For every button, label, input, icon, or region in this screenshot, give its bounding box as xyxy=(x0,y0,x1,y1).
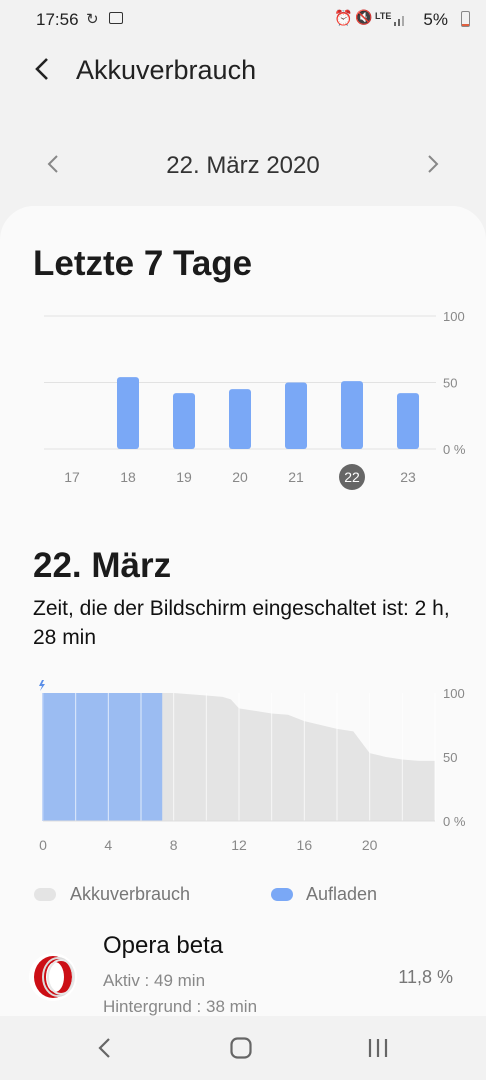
mute-icon: 🔇 xyxy=(355,9,373,25)
legend-charging-swatch xyxy=(271,888,293,901)
recent-apps-nav-icon[interactable] xyxy=(366,1036,390,1060)
bar xyxy=(397,393,419,449)
y-tick-label: 0 % xyxy=(443,814,466,829)
signal-icon xyxy=(394,16,404,26)
app-usage-percent: 11,8 % xyxy=(398,967,453,987)
status-time: 17:56 xyxy=(36,10,79,29)
charging-area xyxy=(43,693,163,821)
bar xyxy=(117,377,139,449)
y-tick-label: 50 xyxy=(443,376,457,391)
chevron-right-icon xyxy=(428,155,439,173)
chevron-left-icon xyxy=(35,58,48,80)
legend-charging: Aufladen xyxy=(271,884,471,908)
x-tick-label: 23 xyxy=(400,469,416,485)
x-tick-label: 4 xyxy=(104,837,112,853)
x-tick-label: 0 xyxy=(39,837,47,853)
legend-usage: Akkuverbrauch xyxy=(34,884,234,908)
opera-beta-app-icon xyxy=(29,953,77,1001)
x-tick-label: 8 xyxy=(170,837,178,853)
x-tick-label: 22 xyxy=(344,469,360,485)
next-day-button[interactable] xyxy=(424,150,444,185)
legend-usage-label: Akkuverbrauch xyxy=(70,884,191,904)
app-background-time: Hintergrund : 38 min xyxy=(103,997,258,1016)
y-tick-label: 100 xyxy=(443,686,465,701)
weekly-title: Letzte 7 Tage xyxy=(33,244,253,283)
legend-charging-label: Aufladen xyxy=(306,884,378,904)
bar xyxy=(173,393,195,449)
back-button[interactable] xyxy=(30,54,56,91)
alarm-icon: ⏰ xyxy=(334,10,353,27)
x-tick-label: 17 xyxy=(64,469,80,485)
status-bar: 17:56 ↻ ⏰ 🔇 LTE 5% xyxy=(0,0,486,40)
y-tick-label: 50 xyxy=(443,750,457,765)
day-title: 22. März xyxy=(33,546,172,585)
date-label: 22. März 2020 xyxy=(166,152,320,179)
x-tick-label: 12 xyxy=(231,837,247,853)
battery-usage-card: Letzte 7 Tage 100 50 0 % 17 18 19 20 21 22 23 22.… xyxy=(0,206,486,1016)
app-row-opera-beta[interactable]: Opera beta Aktiv : 49 min Hintergrund : … xyxy=(0,924,486,1016)
back-nav-icon[interactable] xyxy=(94,1036,116,1060)
app-active-time: Aktiv : 49 min xyxy=(103,971,206,990)
battery-icon xyxy=(461,11,470,27)
x-tick-label: 20 xyxy=(362,837,378,853)
selected-day-marker xyxy=(339,464,365,490)
y-tick-label: 100 xyxy=(443,309,465,324)
screen-time-text: Zeit, die der Bildschirm eingeschaltet i… xyxy=(33,597,450,649)
bar xyxy=(229,389,251,449)
lte-icon: LTE xyxy=(375,11,392,21)
sync-icon: ↻ xyxy=(86,11,99,28)
bar xyxy=(341,381,363,449)
legend-usage-swatch xyxy=(34,888,56,901)
x-tick-label: 20 xyxy=(232,469,248,485)
app-name: Opera beta xyxy=(103,932,224,959)
x-tick-label: 19 xyxy=(176,469,192,485)
battery-percent: 5% xyxy=(423,10,448,29)
navigation-bar xyxy=(0,1016,486,1080)
weekly-bar-chart: 100 50 0 % 17 18 19 20 21 22 23 xyxy=(44,309,466,490)
home-nav-icon[interactable] xyxy=(229,1036,253,1060)
y-tick-label: 0 % xyxy=(443,442,466,457)
x-tick-label: 18 xyxy=(120,469,136,485)
charging-bolt-icon xyxy=(39,680,45,691)
bar xyxy=(285,382,307,449)
x-tick-label: 16 xyxy=(297,837,313,853)
previous-day-button[interactable] xyxy=(44,150,64,185)
image-icon xyxy=(109,12,123,24)
page-title: Akkuverbrauch xyxy=(76,55,257,85)
daily-battery-chart: 100 50 0 % 0 4 8 12 16 20 xyxy=(39,680,466,853)
chevron-left-icon xyxy=(47,155,58,173)
x-tick-label: 21 xyxy=(288,469,304,485)
